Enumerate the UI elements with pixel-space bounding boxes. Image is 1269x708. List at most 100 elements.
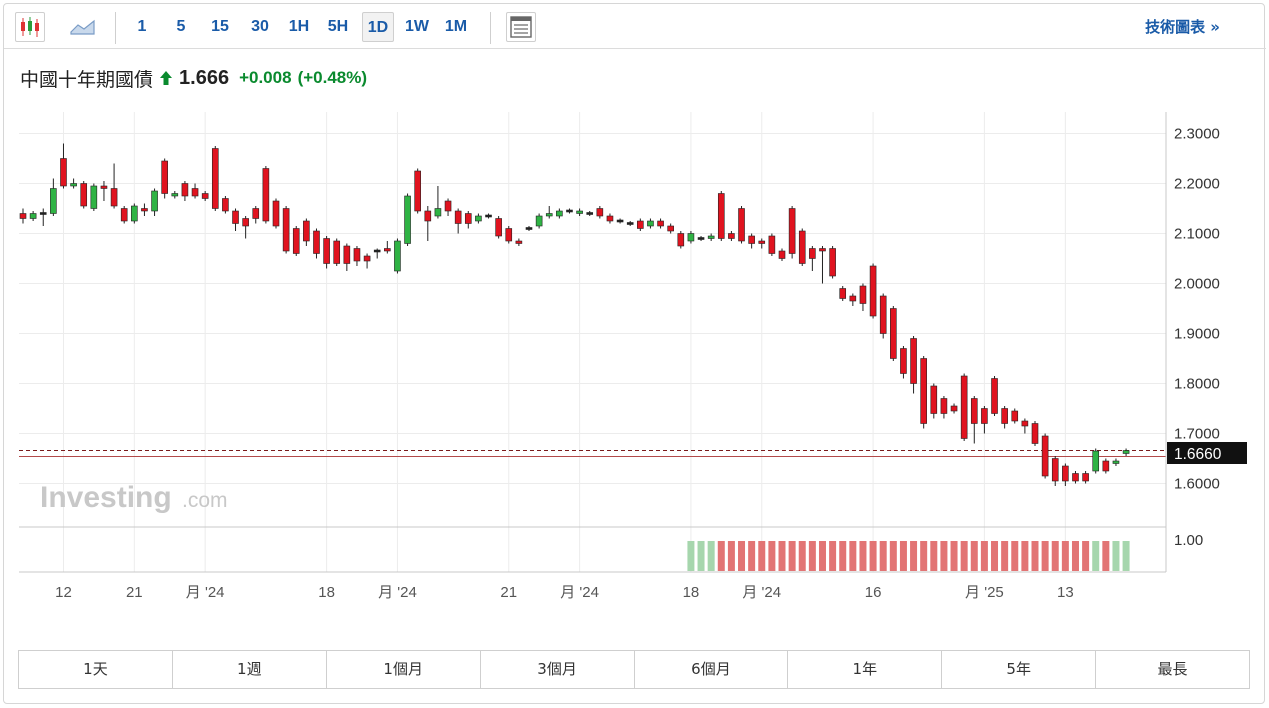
watermark-suffix: .com xyxy=(182,489,228,512)
candle xyxy=(1062,463,1069,486)
volume-bar xyxy=(910,541,918,571)
range-button[interactable]: 5年 xyxy=(942,651,1097,688)
candle xyxy=(677,231,685,249)
candle xyxy=(343,243,351,271)
x-tick-label: 13 xyxy=(1057,584,1074,601)
toolbar-divider xyxy=(490,12,491,44)
range-button[interactable]: 1週 xyxy=(173,651,327,688)
watermark-brand: Investing xyxy=(40,481,172,514)
candle xyxy=(738,206,745,244)
last-price-tag: 1.6660 xyxy=(1167,442,1247,464)
candle xyxy=(100,181,108,201)
candle xyxy=(1072,471,1079,484)
interval-1m[interactable]: 1M xyxy=(444,18,468,35)
y-tick-label: 1.9000 xyxy=(1174,326,1220,343)
x-tick-label: 21 xyxy=(126,584,143,601)
interval-1d[interactable]: 1D xyxy=(362,12,394,42)
volume-bar xyxy=(1061,541,1069,571)
y-tick-label: 1.8000 xyxy=(1174,376,1220,393)
volume-bar xyxy=(869,541,877,571)
candlestick-type-button[interactable] xyxy=(15,12,45,42)
range-button[interactable]: 1個月 xyxy=(327,651,481,688)
candle xyxy=(687,231,695,244)
volume-bar xyxy=(697,541,705,571)
candle xyxy=(475,213,482,224)
interval-15min[interactable]: 15 xyxy=(211,18,229,35)
candle xyxy=(515,238,523,246)
price-lines xyxy=(19,450,1166,457)
candle xyxy=(394,238,401,274)
volume-bar xyxy=(1122,541,1130,571)
chart-toolbar: 1 5 15 30 1H 5H 1D 1W 1M 技術圖表 » xyxy=(4,4,1266,49)
volume-bar xyxy=(1071,541,1079,571)
candle xyxy=(920,356,927,429)
candle xyxy=(151,188,158,216)
interval-5min[interactable]: 5 xyxy=(176,18,186,35)
price-change-percent: (+0.48%) xyxy=(297,68,368,87)
price-change: +0.008 xyxy=(239,68,292,87)
volume-bar xyxy=(808,541,816,571)
candle xyxy=(758,238,766,249)
candle xyxy=(60,143,67,189)
range-button[interactable]: 3個月 xyxy=(481,651,635,688)
volume-bar xyxy=(1031,541,1039,571)
candle xyxy=(80,181,88,209)
interval-1min[interactable]: 1 xyxy=(137,18,147,35)
area-chart-icon xyxy=(70,19,95,35)
range-button[interactable]: 6個月 xyxy=(635,651,789,688)
technical-chart-link[interactable]: 技術圖表 » xyxy=(1145,18,1220,36)
volume-bar xyxy=(1011,541,1019,571)
range-button[interactable]: 1年 xyxy=(788,651,943,688)
candle xyxy=(626,221,634,226)
x-tick-label: 月 '24 xyxy=(742,584,781,601)
volume-bar xyxy=(1051,541,1059,571)
range-button[interactable]: 最長 xyxy=(1157,660,1188,678)
data-table-button[interactable] xyxy=(506,12,536,42)
candle xyxy=(232,208,239,231)
candle xyxy=(586,211,594,216)
candle xyxy=(748,233,755,249)
volume-bar xyxy=(758,541,766,571)
toolbar-divider xyxy=(115,12,116,44)
candle xyxy=(606,213,614,224)
area-chart-type-button[interactable] xyxy=(68,12,98,42)
price-chart[interactable]: Investing .com 2.3000 2.2000 2.1000 2.0000 1… xyxy=(4,4,1266,624)
candle xyxy=(839,286,847,301)
volume-bar xyxy=(889,541,897,571)
candle xyxy=(890,306,897,361)
price-tag-label: 1.6660 xyxy=(1174,446,1222,463)
x-tick-label: 21 xyxy=(500,584,517,601)
volume-bar xyxy=(920,541,928,571)
candle xyxy=(930,383,938,419)
candle xyxy=(819,246,826,284)
candle xyxy=(960,373,968,441)
volume-bar xyxy=(859,541,867,571)
range-button[interactable]: 1天 xyxy=(19,651,173,688)
candle xyxy=(778,248,786,261)
volume-bar xyxy=(1112,541,1120,571)
candle xyxy=(859,283,867,311)
volume-bar xyxy=(687,541,695,571)
y-tick-label: 1.6000 xyxy=(1174,476,1220,493)
candle xyxy=(313,228,320,259)
candle xyxy=(70,178,77,189)
candle xyxy=(545,206,553,219)
interval-1w[interactable]: 1W xyxy=(405,18,429,35)
volume-bar xyxy=(1092,541,1100,571)
candle xyxy=(1112,458,1120,466)
candle xyxy=(768,233,776,256)
interval-1h[interactable]: 1H xyxy=(288,18,310,35)
candle xyxy=(404,193,411,246)
volume-bar xyxy=(798,541,806,571)
y-tick-label: 2.1000 xyxy=(1174,226,1220,243)
candle xyxy=(869,263,877,319)
candle xyxy=(424,206,432,241)
candles xyxy=(19,143,1130,486)
candle xyxy=(363,253,371,269)
y-tick-label: 2.3000 xyxy=(1174,126,1220,143)
candle xyxy=(434,186,442,219)
interval-30min[interactable]: 30 xyxy=(251,18,269,35)
chart-grid xyxy=(19,112,1166,572)
interval-5h[interactable]: 5H xyxy=(327,18,349,35)
volume-bar xyxy=(991,541,999,571)
